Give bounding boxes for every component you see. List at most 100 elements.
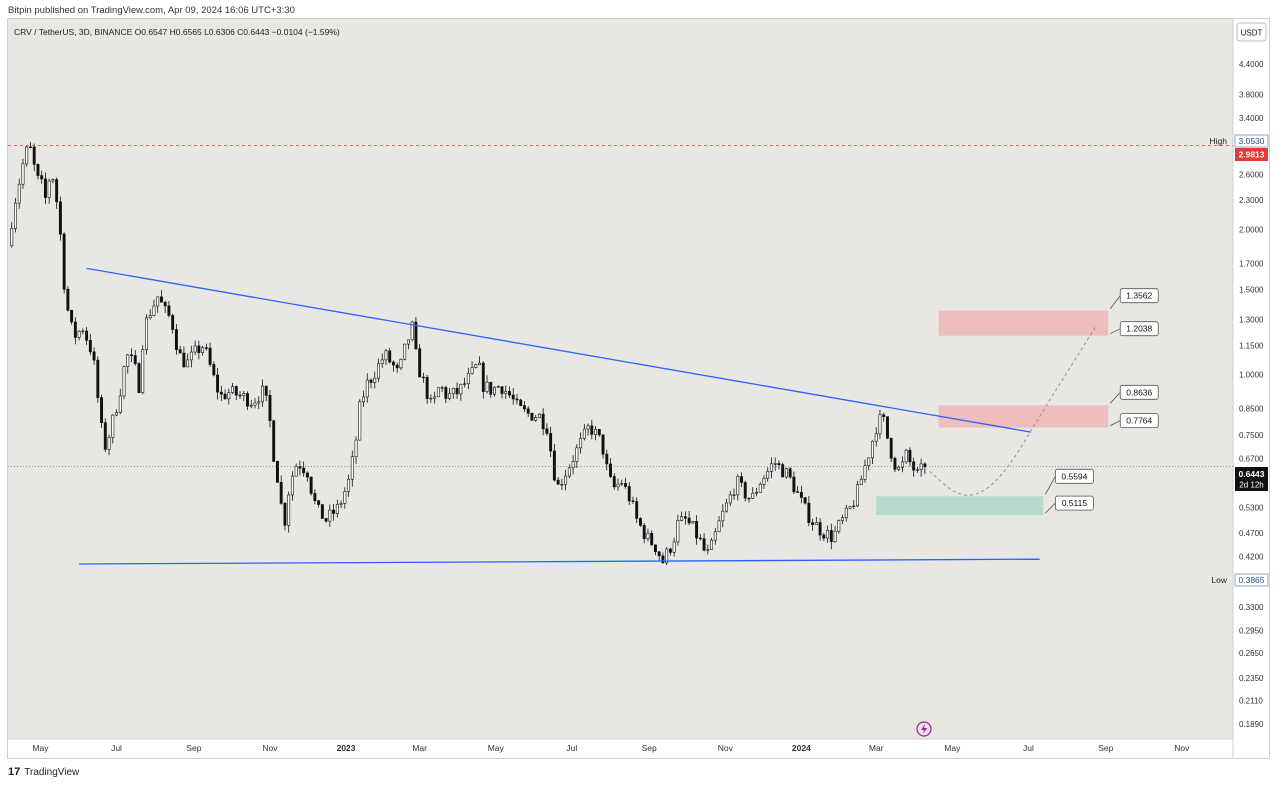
candle-body (373, 377, 377, 383)
candle-body (844, 507, 848, 518)
candle-body (646, 532, 650, 539)
time-tick-label: 2023 (337, 743, 356, 753)
candle-body (429, 397, 433, 400)
candle-body (58, 201, 62, 235)
candle-body (496, 386, 500, 388)
candle-body (485, 381, 489, 392)
currency-button[interactable]: USDT (1236, 22, 1267, 42)
candle-body (706, 549, 710, 551)
candle-body (36, 164, 40, 176)
candle-body (403, 343, 407, 360)
candle-body (504, 391, 508, 394)
candle-body (683, 516, 687, 519)
high-value-badge (1234, 134, 1269, 148)
price-callout: 0.5115 (1045, 495, 1094, 514)
candle-body (519, 399, 523, 406)
candle-body (829, 530, 833, 542)
candle-body (186, 359, 190, 368)
candle-body (208, 347, 212, 365)
callout-box (1054, 468, 1094, 484)
candle-body (141, 349, 145, 393)
candle-body (216, 374, 220, 393)
time-tick-label: May (944, 743, 961, 753)
price-tick-label: 2.3000 (1239, 196, 1264, 205)
bar-countdown: 2d 12h (1239, 481, 1263, 490)
price-axis[interactable]: 5.00004.40003.80003.40003.00002.60002.30… (1239, 33, 1264, 729)
callout-value: 0.7764 (1126, 416, 1152, 426)
candle-body (451, 387, 455, 395)
candle-body (115, 412, 118, 416)
candle-body (369, 379, 373, 383)
time-tick-label: Jul (1023, 743, 1034, 753)
candle-body (257, 401, 261, 404)
candle-body (350, 456, 354, 480)
callout-leader (1109, 392, 1121, 404)
candle-body (788, 468, 792, 478)
candle-body (575, 447, 579, 462)
callout-box (1054, 495, 1094, 511)
candle-body (152, 305, 156, 316)
callout-box (1119, 288, 1159, 304)
candle-body (47, 180, 51, 198)
lightning-icon[interactable] (916, 721, 932, 737)
candle-body (691, 520, 695, 524)
candle-body (332, 509, 336, 514)
candle-body (178, 349, 182, 354)
candle-body (14, 202, 17, 229)
high-label: High (1210, 136, 1228, 146)
candle-body (567, 467, 571, 477)
price-tick-label: 0.1890 (1239, 720, 1264, 729)
candle-body (272, 420, 276, 462)
candle-body (698, 537, 702, 540)
candle-body (10, 228, 14, 246)
candle-body (882, 414, 886, 417)
candle-body (384, 350, 388, 361)
candle-body (493, 386, 496, 395)
candle-body (508, 391, 511, 396)
candle-body (478, 362, 481, 366)
candle-body (219, 391, 223, 395)
candle-body (650, 532, 654, 546)
candle-body (777, 463, 781, 465)
candle-body (549, 433, 553, 452)
candle-body (122, 366, 126, 397)
candle-body (253, 402, 257, 406)
candle-body (732, 494, 736, 496)
price-callout: 0.8636 (1109, 384, 1159, 404)
candle-body (784, 468, 788, 478)
candle-body (597, 429, 601, 436)
time-tick-label: Mar (412, 743, 427, 753)
candle-body (145, 317, 148, 350)
candle-body (88, 340, 92, 353)
candle-body (728, 494, 732, 504)
candle-body (320, 504, 324, 519)
candle-body (171, 315, 175, 330)
candle-body (867, 457, 871, 466)
last-price-value: 0.6443 (1239, 469, 1265, 479)
candle-body (814, 522, 818, 525)
candle-body (889, 437, 893, 459)
candle-body (193, 345, 197, 353)
candle-body (586, 425, 590, 430)
price-tick-label: 2.0000 (1239, 225, 1264, 234)
tradingview-logo-icon: 17 (8, 766, 21, 778)
support-zone (876, 496, 1044, 516)
low-value: 0.3865 (1239, 575, 1265, 585)
candle-body (96, 359, 100, 398)
time-axis[interactable]: May Jul Sep Nov 2023 Mar May Jul Sep Nov 2024 Mar Ma… (32, 743, 1190, 753)
candle-body (848, 506, 852, 509)
candles-layer (10, 141, 927, 566)
candle-body (642, 525, 646, 539)
candle-body (395, 364, 399, 369)
price-chart[interactable]: CRV / TetherUS, 3D, BINANCE O0.6547 H0.6… (8, 19, 1269, 758)
candle-body (425, 376, 429, 399)
callout-value: 0.5594 (1061, 471, 1087, 481)
candle-body (915, 469, 919, 471)
candle-body (822, 534, 826, 539)
candle-body (818, 522, 822, 536)
candle-body (560, 483, 564, 486)
candle-body (743, 482, 747, 499)
candle-body (579, 438, 583, 449)
candle-body (878, 414, 882, 435)
callout-value: 0.5115 (1062, 498, 1088, 508)
